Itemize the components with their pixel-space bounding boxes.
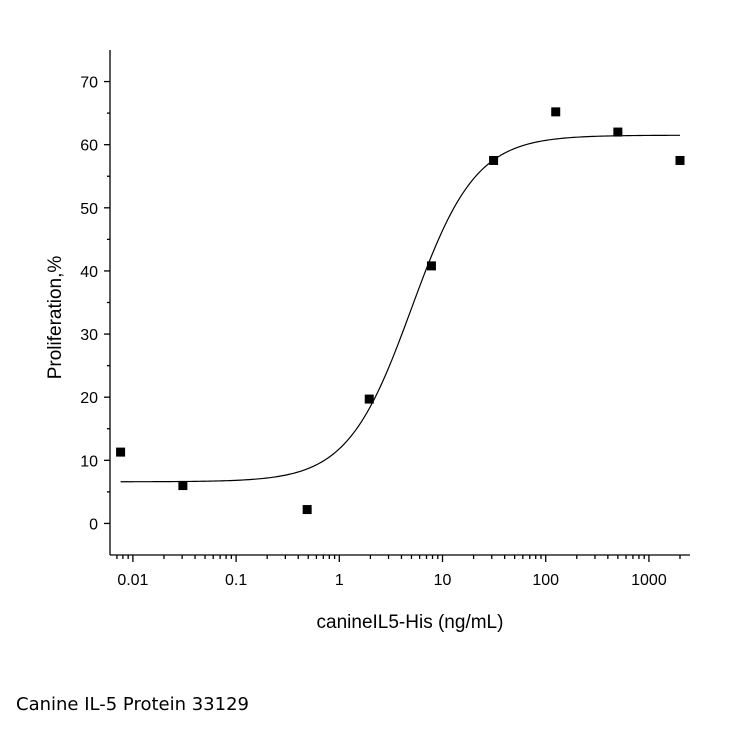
figure-caption: Canine IL-5 Protein 33129 xyxy=(16,694,249,715)
y-tick-label: 50 xyxy=(80,201,98,218)
data-point xyxy=(178,481,188,491)
y-tick-label: 30 xyxy=(80,327,98,344)
data-point xyxy=(551,107,561,117)
data-point xyxy=(613,127,623,137)
chart-canvas: 0 10 20 30 40 50 60 70 0.01 0.1 1 10 100 1000 canineIL… xyxy=(45,50,690,633)
x-tick-label: 0.01 xyxy=(117,572,148,589)
fit-curve-layer xyxy=(120,134,680,483)
x-tick-label: 0.1 xyxy=(225,572,247,589)
data-point xyxy=(364,394,374,404)
data-point xyxy=(302,505,312,515)
x-tick-label: 10 xyxy=(434,572,452,589)
y-tick-label: 0 xyxy=(89,516,98,533)
y-tick-label: 60 xyxy=(80,138,98,155)
y-axis-title: Proliferation,% xyxy=(45,256,66,380)
data-point xyxy=(675,155,685,165)
x-tick-label: 1 xyxy=(335,572,344,589)
axes xyxy=(104,50,690,562)
x-tick-label: 100 xyxy=(532,572,559,589)
y-tick-label: 70 xyxy=(80,75,98,92)
data-point xyxy=(426,261,436,271)
data-point xyxy=(489,155,499,165)
data-points xyxy=(116,107,685,515)
y-tick-label: 20 xyxy=(80,390,98,407)
fit-curve xyxy=(120,134,680,483)
y-tick-label: 10 xyxy=(80,453,98,470)
data-point xyxy=(116,447,126,457)
x-tick-label: 1000 xyxy=(631,572,667,589)
x-axis-title: canineIL5-His (ng/mL) xyxy=(317,612,504,633)
axis-labels: 0 10 20 30 40 50 60 70 0.01 0.1 1 10 100 1000 canineIL… xyxy=(45,75,667,633)
y-tick-label: 40 xyxy=(80,264,98,281)
